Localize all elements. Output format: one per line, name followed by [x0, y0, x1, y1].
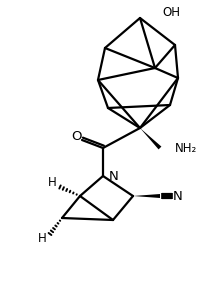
Polygon shape [133, 194, 160, 198]
Polygon shape [140, 128, 161, 149]
Text: H: H [48, 176, 56, 189]
Text: N: N [173, 189, 183, 202]
Text: N: N [109, 170, 119, 183]
Text: OH: OH [162, 6, 180, 19]
Text: O: O [71, 130, 81, 142]
Text: H: H [38, 231, 46, 244]
Text: NH₂: NH₂ [175, 141, 197, 155]
